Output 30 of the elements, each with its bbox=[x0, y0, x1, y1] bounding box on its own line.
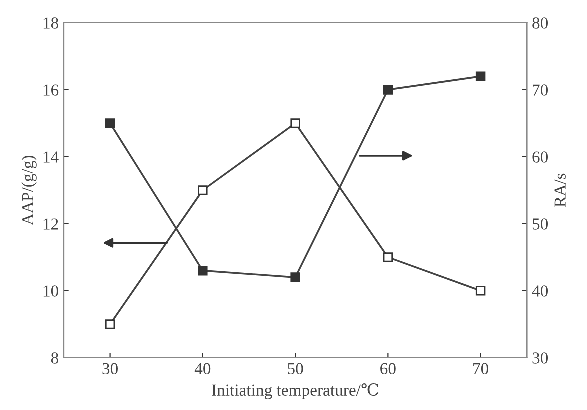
x-tick-label: 70 bbox=[474, 363, 489, 375]
y2-tick-label: 60 bbox=[532, 152, 548, 163]
x-tick-label: 60 bbox=[380, 363, 396, 375]
y-tick-label: 8 bbox=[51, 352, 58, 364]
point bbox=[290, 272, 300, 282]
y-tick-label: 16 bbox=[44, 84, 59, 96]
x-axis-title: Initiating temperature/℃ bbox=[212, 383, 379, 400]
point bbox=[290, 118, 300, 128]
y-tick-label: 10 bbox=[44, 286, 58, 297]
y-tick-label: 12 bbox=[44, 218, 58, 230]
point bbox=[198, 186, 208, 196]
y2-tick-label: 70 bbox=[533, 84, 548, 96]
y2-tick-label: 50 bbox=[532, 218, 548, 230]
y2-tick-label: 80 bbox=[532, 18, 548, 29]
x-tick-label: 30 bbox=[102, 363, 118, 375]
point bbox=[383, 85, 394, 95]
y-tick-label: 14 bbox=[44, 152, 59, 163]
y2-axis-title: RA/s bbox=[554, 174, 566, 208]
x-tick-label: 50 bbox=[288, 363, 304, 375]
point bbox=[105, 320, 116, 330]
y-axis-title: AAP/(g/g) bbox=[22, 156, 37, 226]
y2-tick-label: 30 bbox=[532, 352, 548, 364]
point bbox=[383, 252, 394, 262]
y-tick-label: 18 bbox=[44, 18, 58, 29]
y2-tick-label: 40 bbox=[532, 286, 548, 297]
point bbox=[476, 286, 486, 296]
point bbox=[476, 72, 486, 82]
point bbox=[198, 266, 208, 276]
point bbox=[105, 118, 116, 128]
x-tick-label: 40 bbox=[194, 363, 211, 375]
